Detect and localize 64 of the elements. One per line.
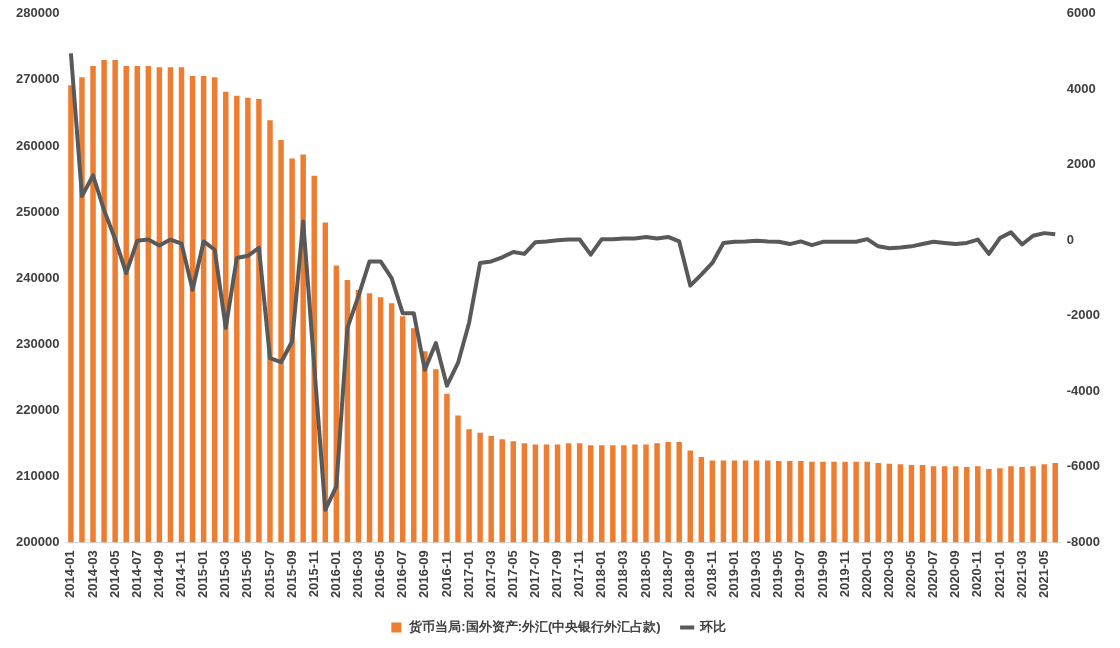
x-tick-label: 2016-05 (372, 550, 388, 599)
x-tick-label: 2021-03 (1013, 550, 1029, 599)
x-tick-label: 2017-05 (504, 550, 520, 599)
x-tick-label: 2019-09 (814, 550, 830, 599)
x-tick-label: 2018-07 (659, 550, 675, 599)
y2-tick-label: 6000 (1066, 5, 1096, 21)
x-tick-label: 2015-01 (195, 550, 211, 599)
x-tick-label: 2018-05 (637, 550, 653, 599)
x-tick-label: 2021-01 (991, 550, 1007, 599)
y-tick-label: 220000 (15, 401, 60, 417)
x-tick-label: 2015-07 (261, 550, 277, 599)
x-tick-label: 2020-03 (880, 550, 896, 599)
x-tick-label: 2019-01 (726, 550, 742, 599)
x-tick-label: 2020-05 (903, 550, 919, 599)
x-tick-label: 2019-11 (836, 550, 852, 598)
x-tick-label: 2015-11 (305, 550, 321, 598)
x-tick-label: 2018-01 (593, 550, 609, 599)
y-tick-label: 230000 (15, 335, 60, 351)
x-tick-label: 2014-01 (62, 550, 78, 599)
x-tick-label: 2014-07 (128, 550, 144, 599)
x-tick-label: 2017-09 (549, 550, 565, 599)
x-tick-label: 2017-07 (526, 550, 542, 599)
x-tick-label: 2018-11 (703, 550, 719, 598)
x-tick-label: 2019-07 (792, 550, 808, 599)
x-tick-label: 2014-05 (106, 550, 122, 599)
y2-tick-label: -6000 (1066, 458, 1100, 474)
x-tick-label: 2017-01 (460, 550, 476, 599)
x-tick-label: 2014-03 (84, 550, 100, 599)
x-tick-label: 2014-09 (150, 550, 166, 599)
y2-tick-label: -4000 (1066, 382, 1100, 398)
x-tick-label: 2018-03 (615, 550, 631, 599)
x-tick-label: 2016-11 (438, 550, 454, 598)
x-tick-label: 2016-07 (394, 550, 410, 599)
x-tick-label: 2021-05 (1035, 550, 1051, 599)
x-tick-label: 2016-03 (350, 550, 366, 599)
y2-tick-label: -2000 (1066, 307, 1100, 323)
y2-tick-label: 4000 (1066, 80, 1096, 96)
y-tick-label: 250000 (15, 203, 60, 219)
y2-tick-label: 0 (1066, 231, 1074, 247)
x-tick-label: 2020-11 (969, 550, 985, 598)
y-tick-label: 270000 (15, 71, 60, 87)
y2-tick-label: 2000 (1066, 156, 1096, 172)
x-tick-label: 2020-09 (947, 550, 963, 599)
x-tick-label: 2017-11 (571, 550, 587, 598)
x-tick-label: 2015-09 (283, 550, 299, 599)
x-tick-label: 2019-03 (748, 550, 764, 599)
x-tick-label: 2014-11 (173, 550, 189, 598)
x-tick-label: 2020-07 (925, 550, 941, 599)
legend-label: 货币当局:国外资产:外汇(中央银行外汇占款) (408, 619, 661, 635)
x-tick-label: 2019-05 (770, 550, 786, 599)
legend-label: 环比 (699, 619, 727, 635)
y-tick-label: 280000 (15, 5, 60, 21)
y-tick-label: 210000 (15, 467, 60, 483)
y-tick-label: 200000 (15, 533, 60, 549)
x-tick-label: 2018-09 (681, 550, 697, 599)
x-tick-label: 2016-09 (416, 550, 432, 599)
x-tick-label: 2015-05 (239, 550, 255, 599)
x-tick-label: 2020-01 (858, 550, 874, 599)
y2-tick-label: -8000 (1066, 533, 1100, 549)
y-tick-label: 240000 (15, 269, 60, 285)
x-tick-label: 2015-03 (217, 550, 233, 599)
x-tick-label: 2017-03 (482, 550, 498, 599)
y-tick-label: 260000 (15, 137, 60, 153)
x-tick-label: 2016-01 (327, 550, 343, 599)
